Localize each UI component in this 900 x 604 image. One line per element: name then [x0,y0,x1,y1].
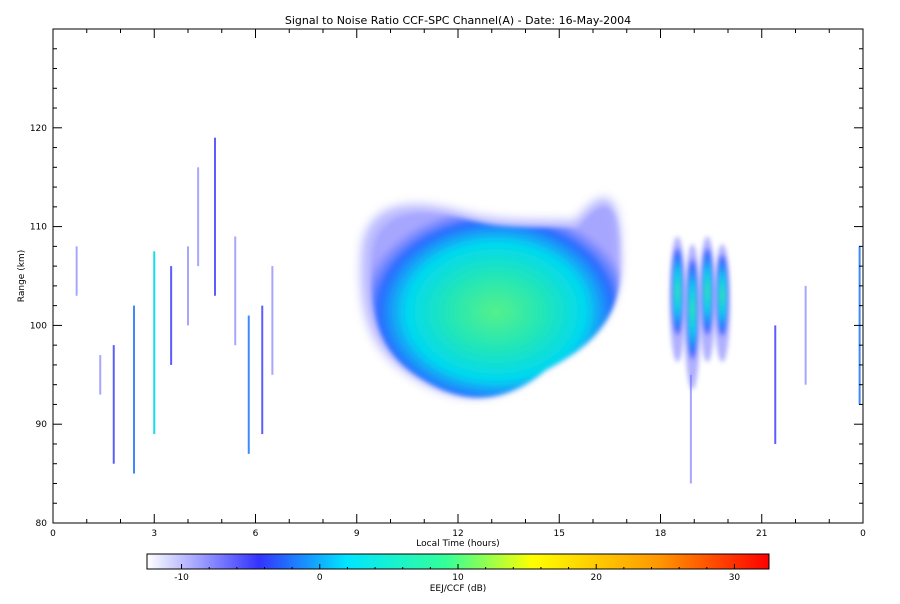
x-tick-label: 0 [860,529,866,539]
colorbar-ticks: -10 0 10 20 30 [174,564,740,583]
x-tick-label: 6 [253,529,259,539]
colorbar-tick-label: 30 [729,573,741,583]
colorbar-label: EEJ/CCF (dB) [430,584,487,594]
echo-streak [247,315,250,454]
echo-regions-layer [360,197,731,398]
echo-streak [774,325,777,444]
y-tick-label: 80 [36,519,48,529]
echo-streak [133,305,135,474]
y-axis-label: Range (km) [17,250,27,302]
echo-streak [689,374,692,484]
echo-streak [271,266,274,375]
echo-streak [99,355,102,395]
x-tick-label: 12 [452,529,463,539]
x-tick-label: 18 [655,529,667,539]
y-axis-ticks: 80 90 100 110 120 [30,28,863,529]
late-echo-lobe [716,254,728,337]
main-echo-region [371,206,621,398]
x-axis-ticks: 0 3 6 9 12 15 18 21 0 [50,29,866,539]
x-tick-label: 21 [756,529,767,539]
y-tick-label: 90 [36,420,48,430]
late-echo-lobe [686,258,698,361]
echo-streak [75,246,78,296]
echo-streak [153,251,156,435]
y-tick-label: 110 [30,223,47,233]
echo-streak [112,345,115,464]
x-tick-label: 0 [50,529,56,539]
colorbar-tick-label: 10 [452,573,464,583]
colorbar-tick-label: 0 [317,573,323,583]
x-tick-label: 9 [354,529,360,539]
x-axis-label: Local Time (hours) [416,539,499,549]
colorbar: -10 0 10 20 30 EEJ/CCF (dB) [146,553,770,594]
x-tick-label: 15 [554,529,565,539]
echo-streak [197,167,200,267]
echo-streak [261,305,264,435]
colorbar-tick-label: -10 [174,573,189,583]
echo-streak [187,246,189,326]
chart-title: Signal to Noise Ratio CCF-SPC Channel(A)… [285,14,631,27]
late-echo-lobe [672,247,684,336]
echo-streak [214,137,216,296]
y-tick-label: 120 [30,124,47,134]
late-echo-lobe [701,247,713,336]
plot-area: 0 3 6 9 12 15 18 21 0 80 90 100 110 120 [30,28,866,539]
y-tick-label: 100 [30,321,47,331]
echo-streak [170,266,173,365]
echo-streak [804,285,807,385]
x-tick-label: 3 [151,529,157,539]
echo-streak [234,236,237,346]
colorbar-tick-label: 20 [590,573,602,583]
